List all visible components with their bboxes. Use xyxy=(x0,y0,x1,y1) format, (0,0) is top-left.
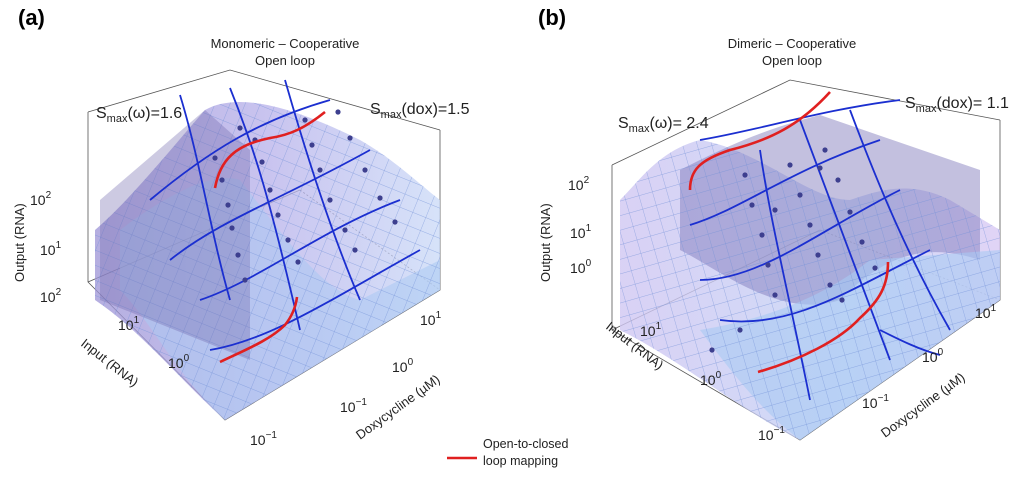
panel-a-z-tick: 102 xyxy=(30,190,52,208)
panel-a-y-tick: 10−1 xyxy=(340,397,367,415)
panel-b-y-tick: 10−1 xyxy=(862,393,889,411)
panel-a-subtitle: Open loop xyxy=(255,53,315,68)
legend-label-line1: Open-to-closed xyxy=(483,437,569,451)
panel-a-x-label: Input (RNA) xyxy=(78,336,141,390)
panel-a-points xyxy=(212,109,398,283)
panel-a-z-tick: 101 xyxy=(40,240,62,258)
panel-b: (b) Dimeric – Cooperative Open loop xyxy=(538,5,1009,443)
panel-b-y-tick: 101 xyxy=(975,303,997,321)
panel-a: (a) Monomeric – Cooperative Open loop xyxy=(12,5,470,448)
panel-b-z-tick: 102 xyxy=(568,175,590,193)
panel-a-y-tick: 100 xyxy=(392,357,414,375)
panel-a-smax-omega: Smax(ω)=1.6 xyxy=(96,105,182,125)
legend-label-line2: loop mapping xyxy=(483,454,558,468)
panel-b-smax-dox: Smax(dox)= 1.1 xyxy=(905,95,1009,115)
panel-b-y-tick: 100 xyxy=(922,347,944,365)
panel-a-y-tick: 101 xyxy=(420,310,442,328)
panel-b-subtitle: Open loop xyxy=(762,53,822,68)
panel-b-blue-curves xyxy=(689,99,951,401)
panel-b-z-tick: 100 xyxy=(570,258,592,276)
panel-a-shadow xyxy=(100,110,250,360)
panel-a-smax-dox: Smax(dox)=1.5 xyxy=(370,101,470,121)
panel-a-x-tick: 102 xyxy=(40,287,62,305)
panel-a-z-label: Output (RNA) xyxy=(12,203,27,282)
panel-a-label: (a) xyxy=(18,5,45,30)
panel-b-y-label: Doxycycline (µM) xyxy=(878,370,968,441)
panel-b-x-tick: 10−1 xyxy=(758,425,785,443)
panel-b-z-tick: 101 xyxy=(570,223,592,241)
panel-b-mapping-curve xyxy=(688,91,890,374)
panel-b-title: Dimeric – Cooperative xyxy=(728,36,857,51)
panel-b-label: (b) xyxy=(538,5,566,30)
panel-a-mapping-curve xyxy=(213,110,326,364)
legend: Open-to-closed loop mapping xyxy=(447,437,569,468)
panel-a-blue-curves xyxy=(149,79,421,351)
panel-b-smax-omega: Smax(ω)= 2.4 xyxy=(618,115,709,135)
panel-a-mesh xyxy=(95,101,440,420)
panel-b-z-label: Output (RNA) xyxy=(538,203,553,282)
panel-a-title: Monomeric – Cooperative xyxy=(211,36,360,51)
panel-a-x-tick: 10−1 xyxy=(250,430,277,448)
panel-b-points xyxy=(709,147,878,353)
